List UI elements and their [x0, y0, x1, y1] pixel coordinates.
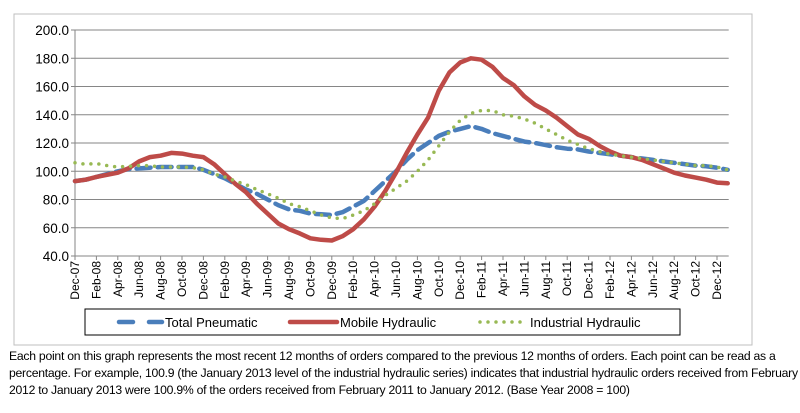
x-tick-label: Aug-12 — [667, 261, 681, 300]
legend-label: Total Pneumatic — [165, 315, 258, 330]
y-tick-label: 140.0 — [35, 108, 69, 123]
x-tick-label: Aug-11 — [539, 261, 553, 299]
x-tick-label: Feb-09 — [218, 261, 232, 299]
y-tick-label: 200.0 — [35, 23, 69, 38]
y-tick-label: 160.0 — [35, 80, 69, 95]
x-tick-label: Dec-07 — [68, 261, 82, 300]
x-tick-label: Apr-09 — [239, 261, 253, 297]
y-tick-label: 100.0 — [35, 164, 69, 179]
x-tick-label: Jun-09 — [261, 261, 275, 298]
x-tick-label: Jun-08 — [132, 261, 146, 298]
legend-label: Industrial Hydraulic — [530, 315, 641, 330]
chart-caption: Each point on this graph represents the … — [9, 349, 798, 397]
x-tick-label: Oct-09 — [303, 261, 317, 297]
legend-box — [84, 308, 681, 336]
y-tick-label: 120.0 — [35, 136, 69, 151]
x-tick-label: Apr-10 — [368, 261, 382, 297]
series-line-mobile-hydraulic — [72, 56, 730, 243]
y-tick-label: 80.0 — [43, 193, 69, 208]
x-tick-label: Jun-10 — [389, 261, 403, 298]
x-tick-label: Dec-10 — [453, 261, 467, 300]
x-tick-label: Dec-11 — [582, 261, 596, 299]
x-tick-label: Apr-08 — [111, 261, 125, 297]
y-tick-label: 180.0 — [35, 51, 69, 66]
y-tick-label: 40.0 — [43, 249, 69, 264]
x-tick-label: Apr-11 — [496, 261, 510, 296]
x-tick-label: Oct-11 — [560, 261, 574, 296]
x-tick-label: Oct-12 — [689, 261, 703, 297]
x-tick-label: Aug-10 — [410, 261, 424, 300]
x-tick-label: Dec-09 — [325, 261, 339, 300]
x-tick-label: Aug-09 — [282, 261, 296, 300]
x-tick-label: Oct-08 — [175, 261, 189, 297]
x-tick-label: Jun-12 — [646, 261, 660, 298]
x-tick-label: Jun-11 — [517, 261, 531, 297]
legend: Total Pneumatic Mobile Hydraulic Industria… — [84, 308, 681, 336]
x-tick-label: Feb-10 — [346, 261, 360, 299]
x-tick-label: Apr-12 — [624, 261, 638, 297]
x-tick-label: Feb-12 — [603, 261, 617, 299]
x-tick-label: Feb-11 — [475, 261, 489, 298]
x-tick-label: Dec-08 — [196, 261, 210, 300]
legend-label: Mobile Hydraulic — [340, 315, 437, 330]
x-tick-label: Aug-08 — [154, 261, 168, 300]
x-tick-label: Feb-08 — [89, 261, 103, 299]
chart-frame — [13, 13, 753, 346]
x-tick-label: Dec-12 — [710, 261, 724, 300]
x-tick-label: Oct-10 — [432, 261, 446, 297]
y-tick-label: 60.0 — [43, 221, 69, 236]
